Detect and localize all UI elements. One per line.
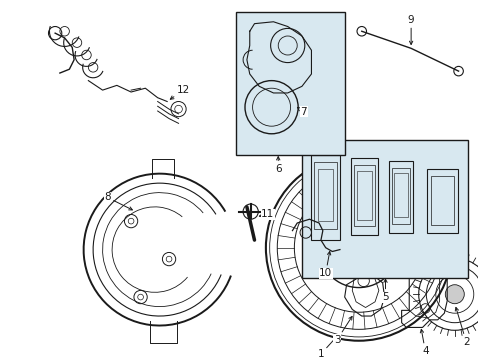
- Bar: [354, 165, 375, 226]
- Text: 6: 6: [275, 157, 282, 174]
- Circle shape: [340, 229, 378, 267]
- Text: 3: 3: [334, 316, 352, 345]
- Text: 11: 11: [259, 210, 274, 220]
- Text: 4: 4: [420, 329, 429, 356]
- Text: 1: 1: [318, 336, 337, 359]
- Bar: [357, 171, 372, 220]
- Bar: [427, 169, 458, 233]
- Bar: [389, 161, 413, 233]
- Bar: [394, 173, 408, 217]
- Text: 2: 2: [455, 307, 469, 347]
- Bar: [312, 155, 340, 240]
- Text: 10: 10: [319, 252, 332, 278]
- Text: 5: 5: [382, 279, 389, 302]
- Bar: [236, 12, 344, 155]
- Text: 9: 9: [408, 15, 415, 45]
- Bar: [302, 140, 468, 278]
- Circle shape: [445, 285, 465, 304]
- Bar: [392, 168, 410, 224]
- Text: 7: 7: [297, 107, 307, 117]
- Bar: [431, 176, 454, 225]
- Text: 12: 12: [171, 85, 190, 99]
- Bar: [318, 169, 333, 221]
- Bar: [351, 158, 378, 235]
- Bar: [314, 162, 337, 229]
- Text: 8: 8: [104, 192, 132, 210]
